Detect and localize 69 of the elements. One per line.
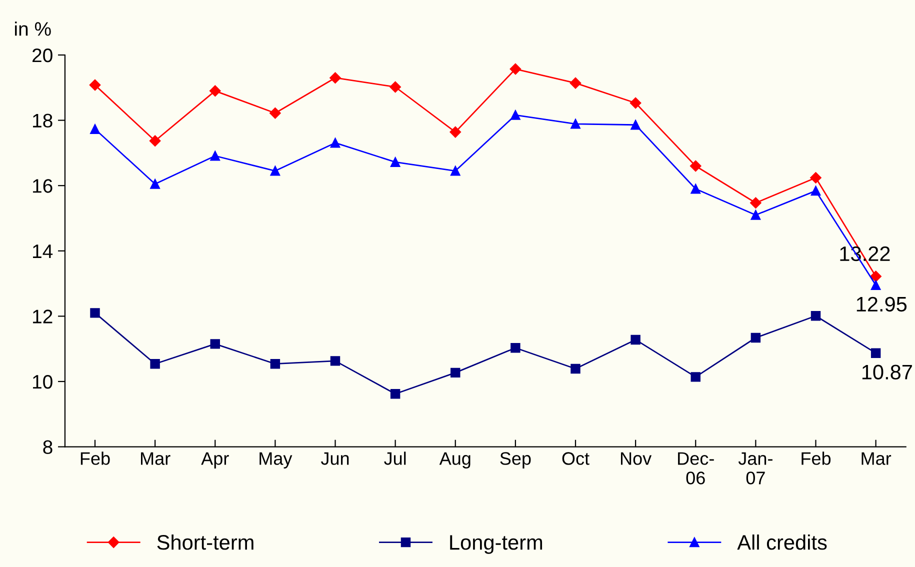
point bbox=[570, 77, 582, 89]
x-tick-label: Mar bbox=[862, 452, 892, 465]
point bbox=[150, 359, 160, 369]
point bbox=[90, 124, 100, 134]
x-tick-label: Apr bbox=[201, 452, 229, 468]
y-tick-label: 20 bbox=[32, 48, 52, 62]
point bbox=[690, 372, 700, 382]
point bbox=[450, 166, 460, 176]
data-label: 10.87 bbox=[862, 364, 912, 380]
point bbox=[630, 334, 640, 345]
legend-label: Short-term bbox=[157, 534, 254, 550]
point bbox=[870, 270, 882, 282]
x-tick-label: May bbox=[260, 452, 292, 468]
point bbox=[810, 311, 821, 321]
y-tick-label: 10 bbox=[33, 374, 52, 389]
point bbox=[270, 166, 280, 176]
x-tick-label: Dec- 06 bbox=[678, 452, 714, 484]
point bbox=[450, 368, 460, 378]
x-tick-label: Sep bbox=[500, 452, 531, 468]
point bbox=[330, 72, 341, 84]
point bbox=[810, 172, 822, 184]
point bbox=[750, 210, 761, 220]
x-tick-label: Feb bbox=[802, 452, 831, 465]
y-tick-label: 18 bbox=[33, 114, 52, 128]
point bbox=[390, 81, 401, 93]
point bbox=[690, 160, 702, 172]
point bbox=[810, 186, 821, 196]
point bbox=[330, 138, 340, 148]
point bbox=[750, 197, 762, 209]
point bbox=[150, 179, 160, 189]
point bbox=[149, 135, 161, 146]
point bbox=[270, 359, 280, 369]
x-tick-label: Mar bbox=[140, 452, 170, 465]
point bbox=[390, 157, 400, 167]
x-tick-label: Jan- 07 bbox=[738, 452, 772, 484]
y-axis-title: in % bbox=[15, 22, 51, 36]
point bbox=[210, 339, 220, 349]
legend-label: All credits bbox=[737, 534, 827, 550]
point bbox=[870, 348, 881, 358]
x-tick-label: Jun bbox=[320, 452, 349, 465]
x-tick-label: Nov bbox=[620, 452, 652, 465]
point bbox=[570, 119, 580, 129]
point bbox=[870, 280, 881, 290]
point bbox=[90, 308, 100, 318]
point bbox=[270, 108, 281, 119]
point bbox=[690, 184, 700, 194]
point bbox=[750, 332, 761, 343]
point bbox=[630, 120, 640, 130]
point bbox=[630, 97, 642, 109]
legend-label: Long-term bbox=[450, 535, 542, 554]
point bbox=[510, 110, 520, 120]
x-tick-label: Feb bbox=[80, 452, 110, 465]
point bbox=[510, 63, 522, 75]
y-tick-label: 8 bbox=[43, 440, 52, 454]
y-tick-label: 16 bbox=[33, 179, 52, 193]
point bbox=[89, 79, 101, 91]
point bbox=[210, 85, 221, 97]
y-tick-label: 12 bbox=[33, 310, 52, 324]
point bbox=[450, 126, 461, 138]
x-tick-label: Jul bbox=[384, 452, 406, 465]
y-tick-label: 14 bbox=[33, 244, 53, 258]
point bbox=[210, 151, 220, 161]
data-label: 12.95 bbox=[856, 296, 907, 312]
x-tick-label: Oct bbox=[562, 452, 590, 465]
point bbox=[330, 356, 340, 366]
point bbox=[570, 364, 580, 374]
point bbox=[510, 343, 520, 353]
point bbox=[390, 389, 400, 399]
x-tick-label: Aug bbox=[439, 452, 470, 468]
